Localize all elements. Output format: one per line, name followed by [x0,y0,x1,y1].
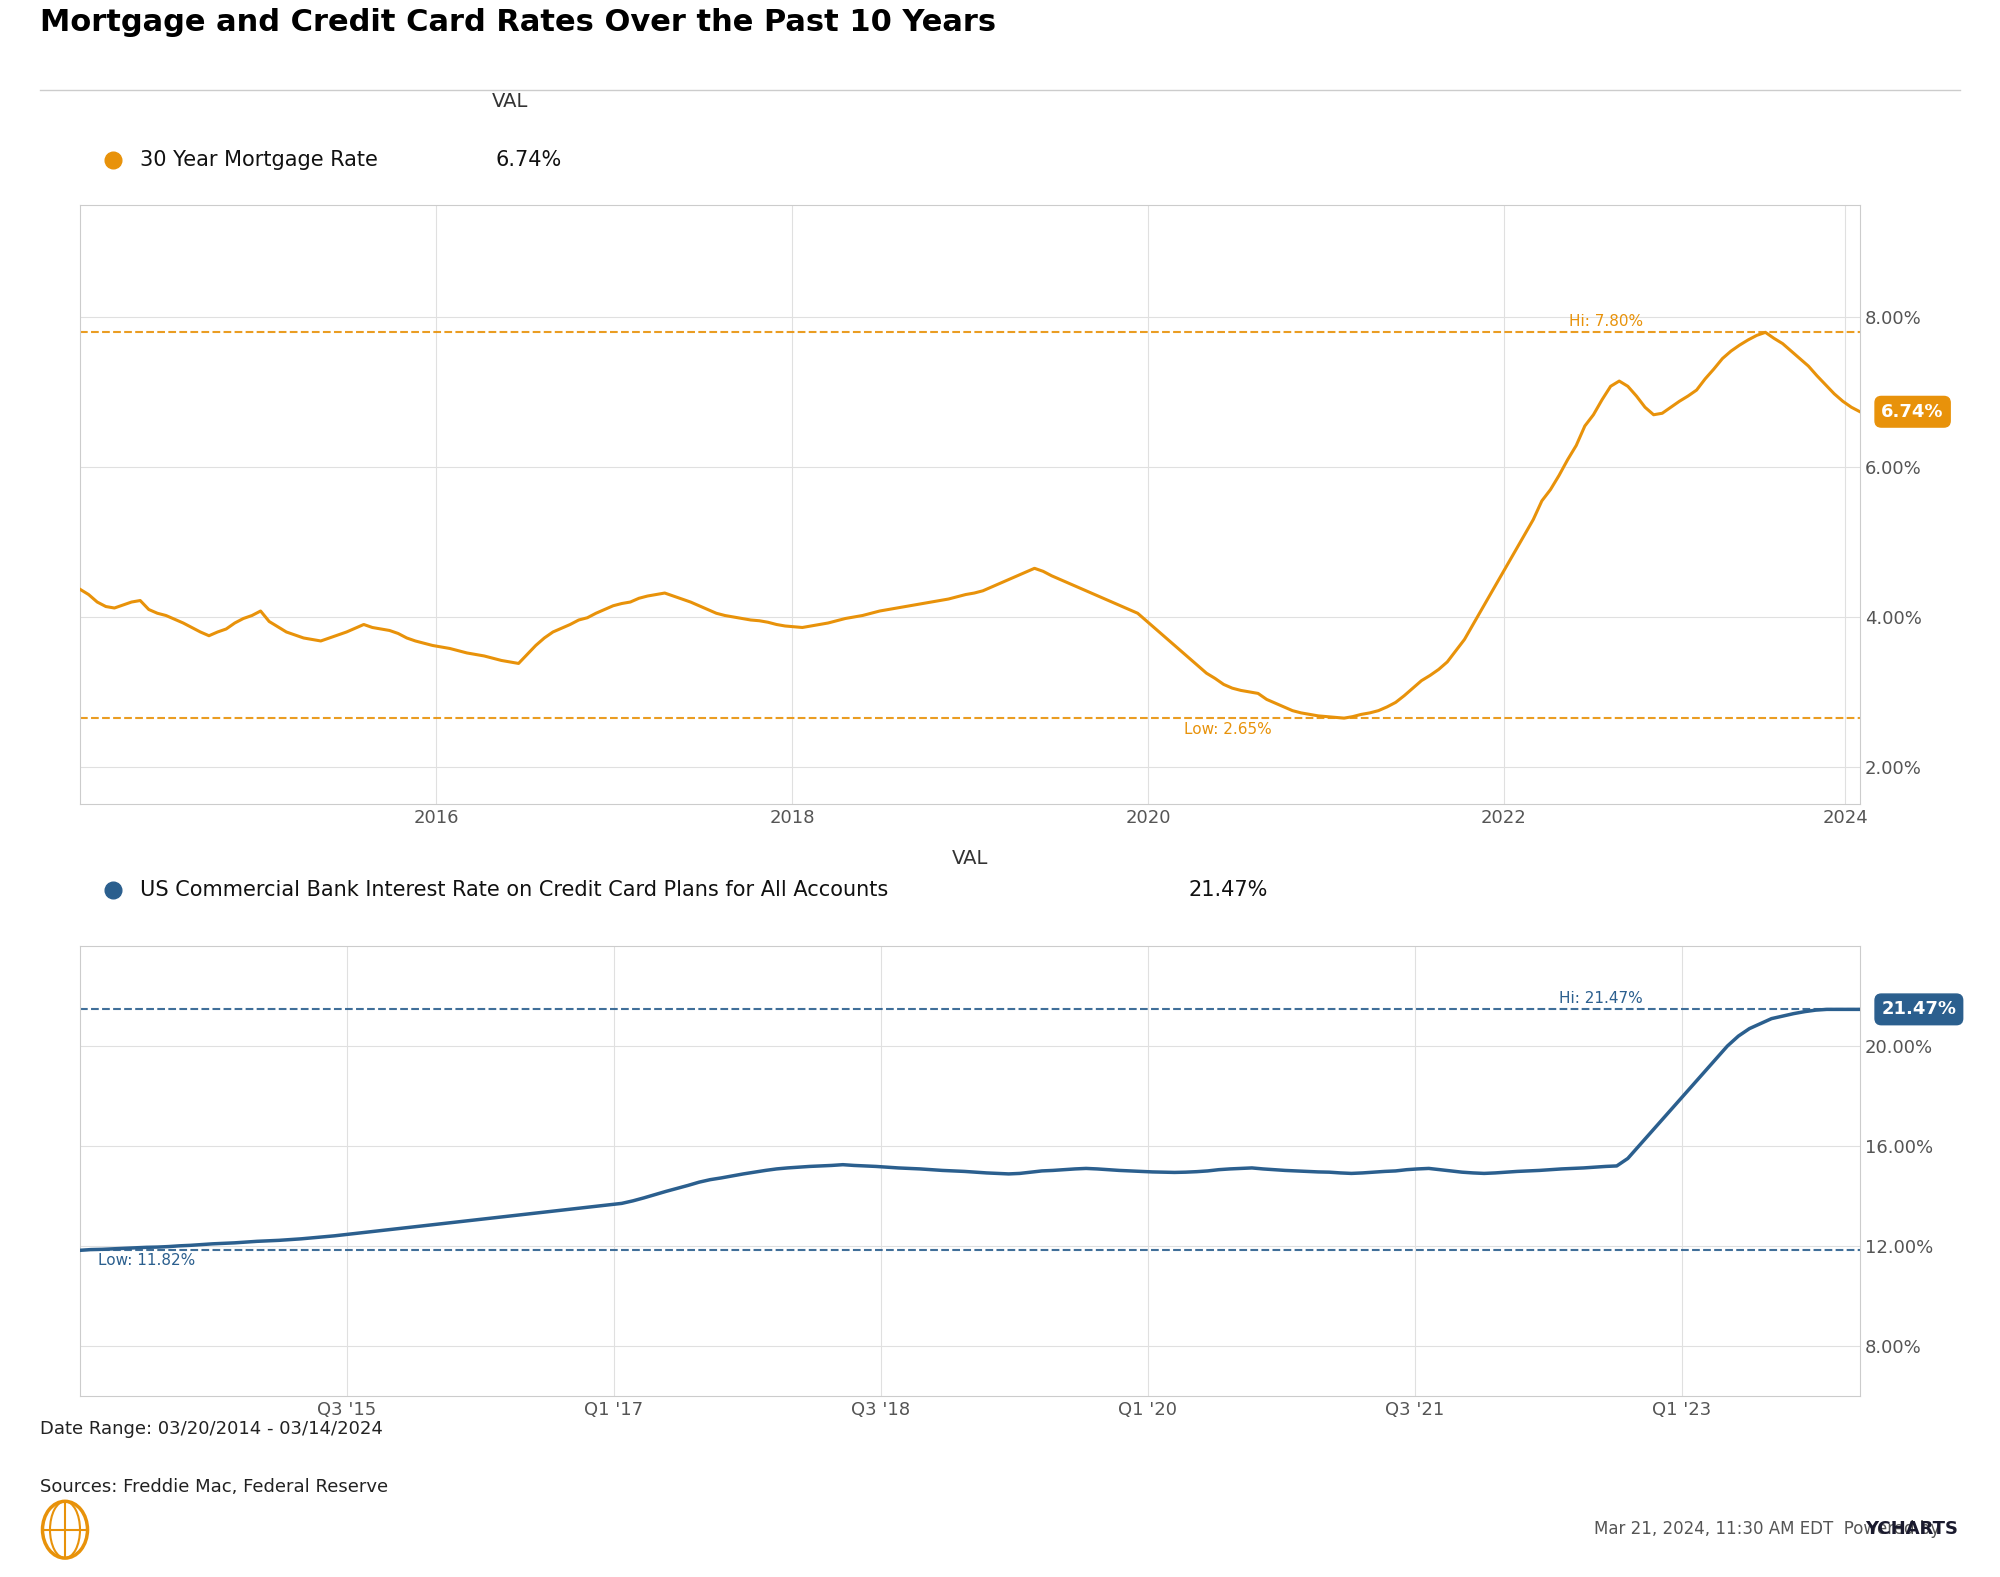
Text: VAL: VAL [952,848,988,869]
Text: US Commercial Bank Interest Rate on Credit Card Plans for All Accounts: US Commercial Bank Interest Rate on Cred… [140,880,888,900]
Text: Date Range: 03/20/2014 - 03/14/2024: Date Range: 03/20/2014 - 03/14/2024 [40,1421,382,1438]
Text: Mar 21, 2024, 11:30 AM EDT  Powered by: Mar 21, 2024, 11:30 AM EDT Powered by [1594,1520,1950,1538]
Text: Mortgage and Credit Card Rates Over the Past 10 Years: Mortgage and Credit Card Rates Over the … [40,8,996,36]
Text: VAL: VAL [492,91,528,110]
Text: Low: 11.82%: Low: 11.82% [98,1252,196,1268]
Text: 6.74%: 6.74% [1882,402,1944,421]
Text: Low: 2.65%: Low: 2.65% [1184,722,1272,736]
Text: YCHARTS: YCHARTS [1866,1520,1958,1538]
Text: Hi: 21.47%: Hi: 21.47% [1560,990,1642,1006]
Text: 6.74%: 6.74% [496,150,562,170]
Text: 21.47%: 21.47% [1882,1000,1956,1019]
Text: Hi: 7.80%: Hi: 7.80% [1568,314,1642,328]
Text: 21.47%: 21.47% [1188,880,1268,900]
Text: 30 Year Mortgage Rate: 30 Year Mortgage Rate [140,150,378,170]
Text: Sources: Freddie Mac, Federal Reserve: Sources: Freddie Mac, Federal Reserve [40,1478,388,1497]
